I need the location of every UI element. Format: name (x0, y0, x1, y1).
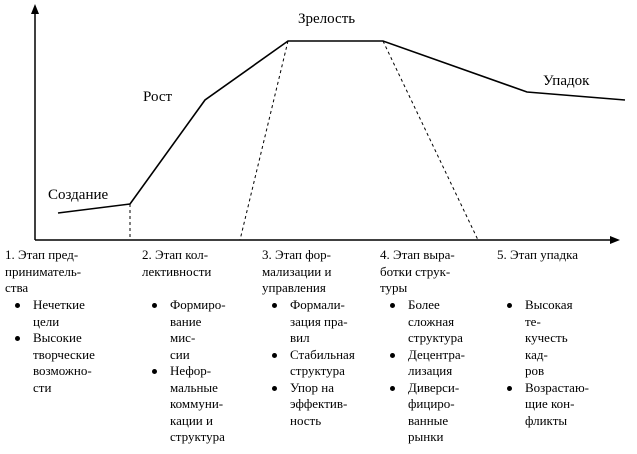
bullet-text: Стабильная структура (290, 346, 355, 379)
bullet-icon (272, 385, 277, 391)
bullet-text: Децентра- лизация (408, 346, 465, 379)
bullet-text: Диверси- фициро- ванные рынки (408, 379, 460, 445)
bullet-icon (507, 303, 512, 308)
list-item: Нечеткие цели (5, 297, 95, 330)
stage-column-1: 1. Этап пред- приниматель- ства Нечеткие… (5, 247, 95, 395)
stage-title: 5. Этап упадка (497, 247, 578, 262)
bullet-text: Более сложная структура (408, 297, 463, 345)
list-item: Нефор- мальные коммуни- кации и структур… (142, 363, 226, 446)
bullet-icon (390, 303, 395, 308)
list-item: Диверси- фициро- ванные рынки (380, 380, 465, 446)
stage-title: 1. Этап пред- приниматель- ства (5, 247, 82, 295)
bullet-text: Упор на эффектив- ность (290, 379, 348, 428)
stage-column-2: 2. Этап кол- лективности Формиро- вание … (142, 247, 226, 444)
life-cycle-curve (57, 40, 626, 214)
bullet-icon (15, 336, 20, 341)
y-axis-arrow (31, 4, 39, 14)
bullet-icon (390, 352, 395, 358)
bullet-icon (272, 352, 277, 358)
stage-column-4: 4. Этап выра- ботки струк- туры Более сл… (380, 247, 465, 444)
stage-divider-3 (382, 40, 479, 241)
bullet-text: Нечеткие цели (33, 297, 85, 329)
label-creation: Создание (48, 187, 109, 203)
list-item: Стабильная структура (262, 347, 355, 380)
list-item: Децентра- лизация (380, 347, 465, 380)
stage-bullets: Более сложная структура Децентра- лизаци… (380, 297, 465, 446)
stage-bullets: Формали- зация пра- вил Стабильная струк… (262, 297, 355, 429)
bullet-text: Формали- зация пра- вил (290, 297, 348, 345)
bullet-text: Высокая те- кучесть кад- ров (525, 297, 573, 378)
stage-title: 4. Этап выра- ботки струк- туры (380, 247, 455, 295)
bullet-text: Формиро- вание мис- сии (170, 297, 226, 362)
stage-column-5: 5. Этап упадка Высокая те- кучесть кад- … (497, 247, 589, 428)
list-item: Более сложная структура (380, 297, 465, 347)
stage-divider-2 (239, 40, 289, 241)
label-decline: Упадок (543, 73, 590, 89)
list-item: Возрастаю- щие кон- фликты (497, 380, 589, 430)
bullet-icon (390, 385, 395, 391)
list-item: Высокая те- кучесть кад- ров (497, 297, 589, 380)
stage-bullets: Формиро- вание мис- сии Нефор- мальные к… (142, 297, 226, 446)
stage-title: 3. Этап фор- мализации и управления (262, 247, 332, 295)
list-item: Упор на эффектив- ность (262, 380, 355, 430)
bullet-icon (152, 303, 157, 308)
label-growth: Рост (143, 89, 173, 105)
bullet-text: Высокие творческие возможно- сти (33, 330, 95, 395)
bullet-icon (507, 385, 512, 391)
stage-bullets: Высокая те- кучесть кад- ров Возрастаю- … (497, 297, 589, 429)
x-axis-arrow (610, 236, 620, 244)
bullet-icon (15, 303, 20, 308)
bullet-text: Возрастаю- щие кон- фликты (525, 379, 589, 428)
list-item: Формиро- вание мис- сии (142, 297, 226, 363)
bullet-icon (152, 369, 157, 374)
bullet-text: Нефор- мальные коммуни- кации и структур… (170, 363, 225, 444)
stage-bullets: Нечеткие цели Высокие творческие возможн… (5, 297, 95, 396)
list-item: Формали- зация пра- вил (262, 297, 355, 347)
list-item: Высокие творческие возможно- сти (5, 330, 95, 396)
label-maturity: Зрелость (298, 11, 356, 27)
stage-title: 2. Этап кол- лективности (142, 247, 212, 279)
bullet-icon (272, 303, 277, 308)
stage-column-3: 3. Этап фор- мализации и управления Форм… (262, 247, 355, 428)
